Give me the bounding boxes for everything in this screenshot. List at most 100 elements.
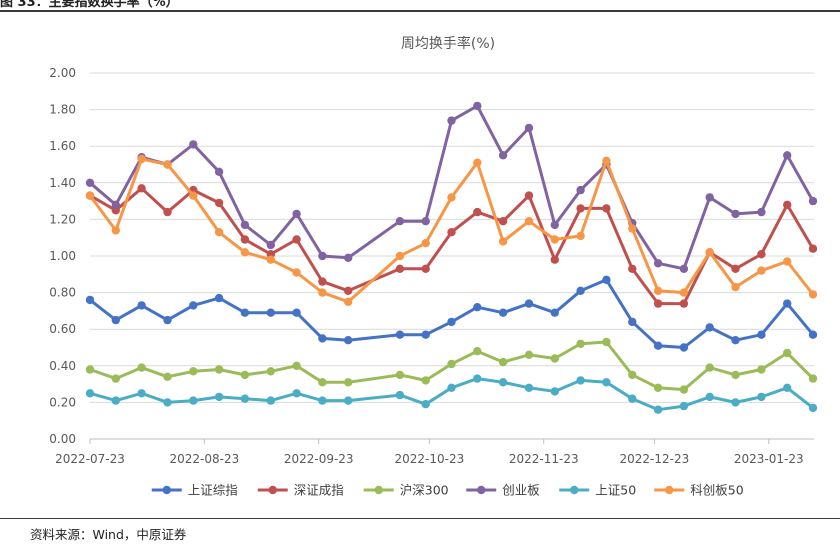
data-point — [550, 354, 559, 363]
data-point — [214, 392, 224, 402]
data-point — [85, 389, 95, 398]
data-point — [757, 207, 766, 217]
data-point — [111, 374, 121, 383]
legend: 上证综指 深证成指 沪深300 创业板 上证50 科创板50 — [151, 483, 744, 498]
legend-item: 上证50 — [559, 483, 636, 498]
data-point — [85, 191, 95, 200]
data-point — [240, 248, 250, 257]
data-point — [628, 317, 637, 327]
data-point — [395, 330, 405, 339]
data-point — [602, 378, 611, 387]
data-point — [395, 390, 405, 400]
data-point — [111, 200, 121, 209]
data-point — [679, 385, 689, 394]
y-tick-label: 1.80 — [49, 103, 76, 117]
data-point — [189, 301, 198, 310]
data-point — [344, 336, 353, 345]
series-深证成指 — [85, 184, 818, 308]
data-point — [395, 264, 405, 273]
data-point — [447, 359, 456, 369]
data-point — [731, 264, 740, 273]
data-point — [240, 308, 250, 317]
x-axis: 2022-07-23 2022-08-23 2022-09-23 2022-10-23… — [55, 438, 814, 466]
y-tick-label: 1.20 — [49, 212, 76, 226]
legend-swatch-marker — [162, 485, 171, 495]
data-point — [447, 228, 456, 237]
x-tick-label: 2022-10-23 — [394, 452, 464, 466]
data-point — [344, 378, 353, 387]
data-point — [214, 293, 224, 303]
data-point — [576, 286, 585, 295]
y-tick-label: 0.00 — [49, 432, 76, 446]
series-line — [88, 186, 815, 306]
x-tick-label: 2022-08-23 — [169, 452, 239, 466]
data-point — [240, 220, 250, 230]
y-tick-label: 0.20 — [49, 395, 76, 409]
data-point — [344, 297, 353, 306]
x-tick-label: 2022-12-23 — [620, 452, 690, 466]
data-point — [653, 259, 663, 268]
data-point — [266, 240, 275, 250]
legend-label: 深证成指 — [294, 483, 344, 498]
data-point — [808, 244, 818, 253]
data-point — [395, 217, 405, 226]
data-point — [602, 337, 611, 347]
data-point — [292, 235, 301, 244]
data-point — [498, 151, 508, 160]
data-point — [498, 378, 508, 387]
top-rule — [0, 10, 840, 12]
data-point — [576, 231, 585, 241]
legend-item: 创业板 — [466, 483, 540, 498]
data-point — [498, 357, 508, 367]
data-point — [524, 191, 534, 200]
data-point — [679, 264, 689, 273]
data-point — [602, 156, 611, 165]
data-point — [395, 251, 405, 261]
data-point — [602, 275, 611, 284]
x-tick-label: 2023-01-23 — [734, 452, 804, 466]
data-point — [731, 282, 740, 292]
y-tick-label: 1.40 — [49, 176, 76, 190]
data-point — [318, 378, 327, 387]
data-point — [137, 154, 146, 164]
data-point — [524, 299, 534, 308]
data-point — [163, 207, 172, 217]
data-point — [318, 277, 327, 286]
data-point — [628, 224, 637, 233]
legend-swatch-marker — [477, 485, 486, 495]
data-point — [111, 226, 121, 235]
data-point — [783, 200, 792, 209]
data-point — [163, 372, 172, 381]
data-point — [163, 315, 172, 325]
data-point — [653, 286, 663, 295]
data-point — [292, 268, 301, 277]
data-point — [214, 167, 224, 176]
data-point — [576, 339, 585, 348]
y-axis: 0.00 0.20 0.40 0.60 0.80 1.00 1.20 1.40 1.60 1.80… — [49, 66, 76, 446]
data-point — [421, 239, 430, 248]
data-point — [808, 290, 818, 299]
legend-swatch-marker — [268, 485, 277, 495]
data-point — [395, 370, 405, 380]
data-point — [189, 396, 198, 405]
series-上证综指 — [85, 275, 818, 352]
data-point — [214, 198, 224, 208]
data-point — [705, 392, 714, 402]
data-point — [705, 193, 714, 202]
data-point — [602, 204, 611, 213]
data-point — [783, 151, 792, 160]
source-note: 资料来源：Wind，中原证券 — [30, 527, 187, 542]
legend-item: 上证综指 — [151, 483, 238, 498]
data-point — [85, 365, 95, 374]
data-point — [344, 396, 353, 405]
data-point — [421, 264, 430, 273]
data-point — [189, 191, 198, 200]
data-point — [473, 158, 482, 167]
data-point — [447, 116, 456, 125]
data-point — [498, 308, 508, 317]
data-point — [498, 217, 508, 226]
data-point — [628, 264, 637, 273]
data-point — [653, 299, 663, 308]
data-point — [421, 330, 430, 339]
legend-label: 上证50 — [595, 483, 636, 498]
